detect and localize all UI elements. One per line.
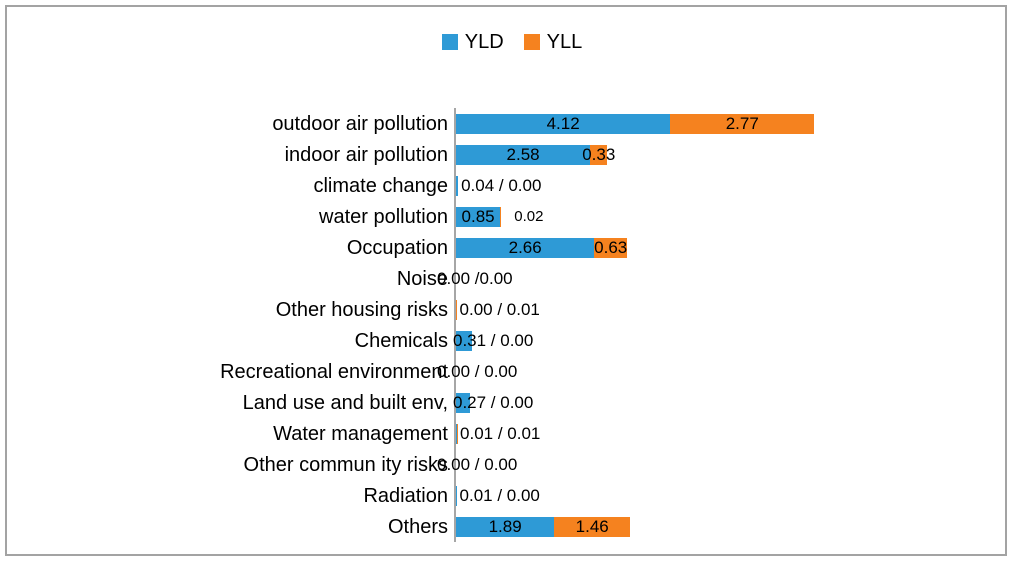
category-label: Water management	[273, 423, 448, 445]
category-label: Land use and built env,	[242, 392, 448, 414]
yll-bar	[590, 145, 608, 165]
yll-value-label: 2.77	[725, 114, 759, 133]
combined-value-label: 0.00 / 0.00	[437, 455, 518, 474]
combined-value-label: 0.31 / 0.00	[453, 331, 534, 350]
yld-bar	[456, 176, 459, 196]
yld-value-label: 4.12	[546, 114, 580, 133]
legend-item-yld: YLD	[441, 30, 504, 54]
yll-bar	[594, 238, 628, 258]
combined-value-label: 0.04 / 0.00	[461, 176, 542, 195]
category-label: Noise	[396, 268, 448, 290]
category-label: Recreational environment	[220, 361, 448, 383]
yll-bar	[554, 517, 631, 537]
yld-value-label: 1.89	[488, 517, 522, 536]
category-label: indoor air pollution	[284, 144, 448, 166]
yld-bar	[456, 331, 473, 351]
chart-border	[5, 5, 1007, 556]
category-label: climate change	[313, 175, 448, 197]
yld-bar	[456, 393, 471, 413]
yld-value-label: 0.85	[461, 207, 495, 226]
yld-legend-label: YLD	[464, 30, 504, 53]
combined-value-label: 0.01 / 0.01	[460, 424, 541, 443]
yll-bar	[456, 424, 458, 444]
category-label: water pollution	[319, 206, 448, 228]
category-label: outdoor air pollution	[272, 113, 448, 135]
yld-bar	[456, 424, 457, 444]
yld-bar	[456, 517, 555, 537]
yll-value-label: 0.63	[594, 238, 628, 257]
yll-value-label: 0.33	[582, 145, 616, 164]
yll-bar	[500, 207, 502, 227]
category-label: Others	[387, 516, 448, 538]
yll-bar	[456, 300, 457, 320]
combined-value-label: 0.00 /0.00	[437, 269, 513, 288]
yld-bar	[456, 486, 457, 506]
category-axis-line	[454, 108, 456, 542]
yld-value-label: 2.58	[506, 145, 540, 164]
category-label: Occupation	[346, 237, 448, 259]
category-label: Chemicals	[354, 330, 448, 352]
yld-value-label: 2.66	[508, 238, 542, 257]
category-label: Radiation	[363, 485, 448, 507]
yld-bar	[456, 207, 501, 227]
category-label: Other housing risks	[275, 299, 448, 321]
yll-legend-swatch-icon	[523, 34, 540, 50]
combined-value-label: 0.27 / 0.00	[453, 393, 534, 412]
legend: YLD YLL	[0, 30, 1024, 54]
category-label: Other commun ity risks	[243, 454, 448, 476]
combined-value-label: 0.01 / 0.00	[459, 486, 540, 505]
yll-outside-value-label: 0.02	[514, 208, 544, 225]
yll-bar	[670, 114, 815, 134]
yll-legend-label: YLL	[546, 30, 583, 53]
yll-value-label: 1.46	[575, 517, 609, 536]
legend-item-yll: YLL	[523, 30, 583, 54]
yld-bar	[456, 145, 591, 165]
yld-bar	[456, 114, 671, 134]
yld-legend-swatch-icon	[441, 34, 458, 50]
combined-value-label: 0.00 / 0.01	[459, 300, 540, 319]
combined-value-label: 0.00 / 0.00	[437, 362, 518, 381]
yld-bar	[456, 238, 595, 258]
